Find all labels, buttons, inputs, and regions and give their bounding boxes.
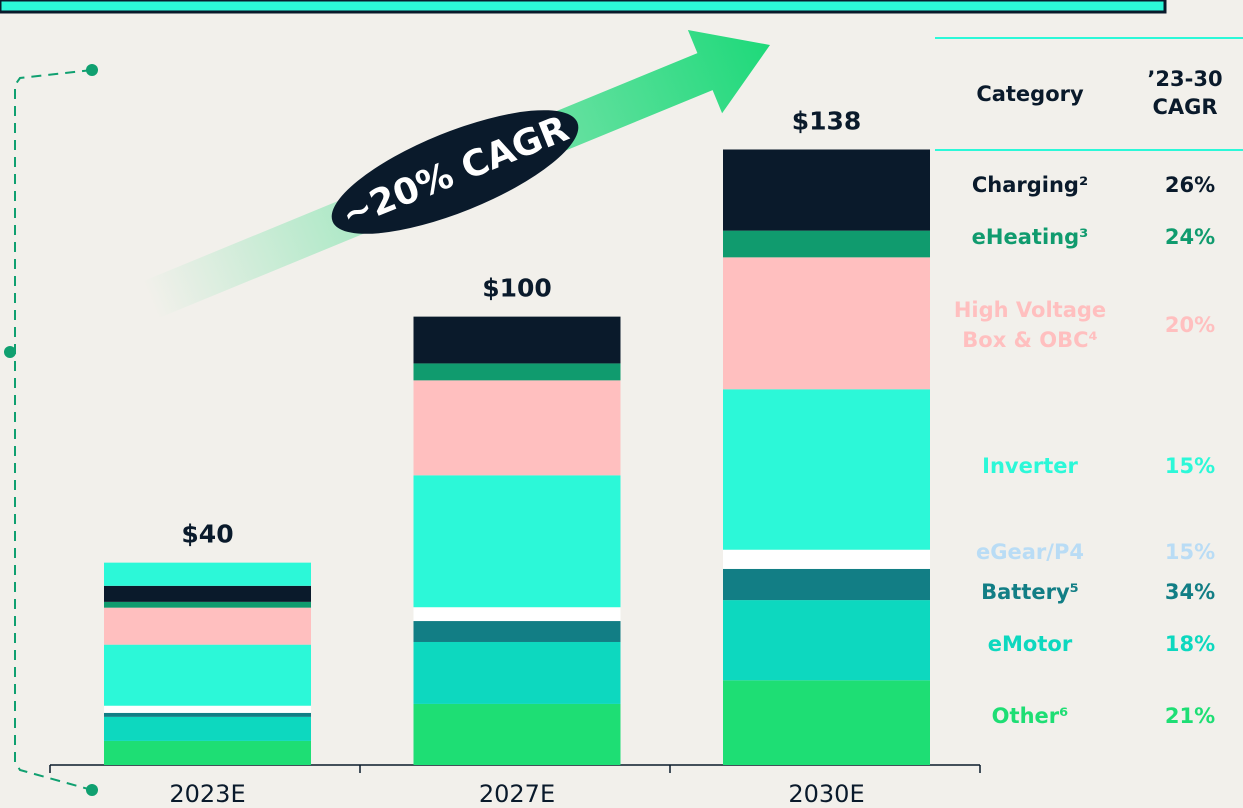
bar-segment bbox=[723, 149, 930, 231]
bracket-dot bbox=[86, 64, 98, 76]
cagr-value: 18% bbox=[1165, 632, 1215, 656]
bar-segment bbox=[104, 712, 311, 717]
bar-segment bbox=[413, 607, 621, 622]
legend-label: eGear/P4 bbox=[976, 540, 1084, 564]
legend-label: eMotor bbox=[988, 632, 1073, 656]
cagr-value: 24% bbox=[1165, 225, 1215, 249]
total-label: $100 bbox=[482, 274, 552, 303]
bar-segment bbox=[413, 475, 621, 608]
bar-segment bbox=[723, 680, 930, 765]
cagr-value: 26% bbox=[1165, 173, 1215, 197]
bar-segment bbox=[104, 740, 311, 765]
x-tick-label: 2023E bbox=[169, 780, 245, 808]
bracket-dot bbox=[86, 784, 98, 796]
bar-segment bbox=[104, 644, 311, 706]
bar-segment bbox=[723, 230, 930, 258]
cagr-value: 34% bbox=[1165, 580, 1215, 604]
legend-label: Charging² bbox=[972, 173, 1088, 197]
x-tick-label: 2030E bbox=[788, 780, 864, 808]
total-label: $138 bbox=[792, 106, 862, 135]
bar-segment bbox=[104, 705, 311, 713]
legend-label: eHeating³ bbox=[972, 225, 1089, 249]
legend-label: Other⁶ bbox=[992, 704, 1069, 728]
total-label: $40 bbox=[181, 520, 233, 549]
bar-segment bbox=[723, 600, 930, 681]
bar-segment bbox=[413, 363, 621, 381]
cagr-badge: ~20% CAGR bbox=[331, 108, 579, 237]
bar-segment bbox=[413, 641, 621, 704]
bracket bbox=[14, 69, 93, 791]
cagr-value: 21% bbox=[1165, 704, 1215, 728]
bar-segment bbox=[723, 257, 930, 390]
bar-segment bbox=[104, 716, 311, 741]
badge-ellipse bbox=[331, 110, 579, 234]
cagr-value: 15% bbox=[1165, 454, 1215, 478]
banner bbox=[0, 0, 1167, 14]
bar-segment bbox=[723, 549, 930, 569]
bar-segment bbox=[413, 316, 621, 364]
bracket-dot bbox=[4, 346, 16, 358]
legend-label: High Voltage bbox=[954, 298, 1106, 322]
bar-segment bbox=[413, 703, 621, 765]
x-tick-label: 2027E bbox=[479, 780, 555, 808]
table-header: CAGR bbox=[1152, 95, 1217, 119]
table-header: ’23-30 bbox=[1147, 67, 1222, 91]
bar-segment bbox=[413, 621, 621, 642]
bar-segment bbox=[104, 607, 311, 645]
table-header: Category bbox=[976, 82, 1084, 106]
legend-label: Battery⁵ bbox=[981, 580, 1079, 604]
bar-segment bbox=[104, 601, 311, 608]
cagr-value: 15% bbox=[1165, 540, 1215, 564]
bar-segment bbox=[413, 380, 621, 476]
bar-segment bbox=[104, 585, 311, 602]
legend-label: Inverter bbox=[982, 454, 1078, 478]
cagr-value: 20% bbox=[1165, 313, 1215, 337]
bar-segment bbox=[723, 568, 930, 601]
bar-segment bbox=[104, 562, 311, 586]
legend-label: Box & OBC⁴ bbox=[962, 328, 1097, 352]
bar-segment bbox=[723, 389, 930, 550]
